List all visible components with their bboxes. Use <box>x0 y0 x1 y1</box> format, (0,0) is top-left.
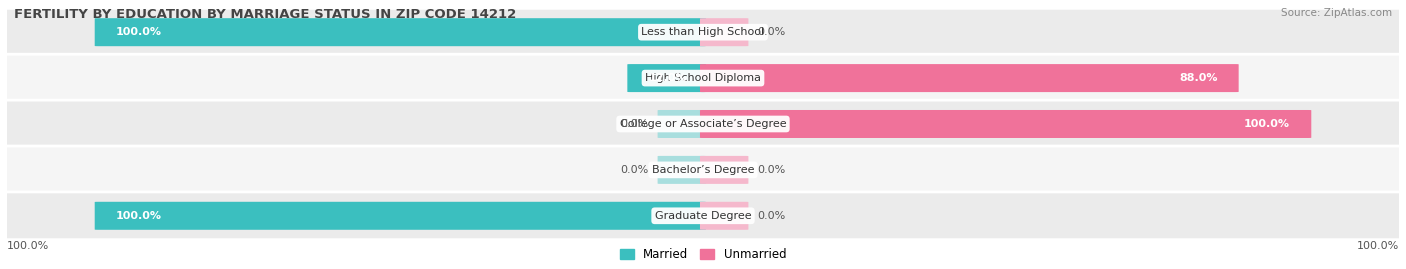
FancyBboxPatch shape <box>700 110 1312 138</box>
Text: High School Diploma: High School Diploma <box>645 73 761 83</box>
FancyBboxPatch shape <box>700 156 748 184</box>
Text: 0.0%: 0.0% <box>758 165 786 175</box>
Text: 12.0%: 12.0% <box>648 73 688 83</box>
Text: Source: ZipAtlas.com: Source: ZipAtlas.com <box>1281 8 1392 18</box>
Text: Graduate Degree: Graduate Degree <box>655 211 751 221</box>
Legend: Married, Unmarried: Married, Unmarried <box>614 243 792 266</box>
Text: 100.0%: 100.0% <box>1244 119 1291 129</box>
Text: 100.0%: 100.0% <box>1357 241 1399 251</box>
FancyBboxPatch shape <box>0 100 1406 148</box>
Text: 0.0%: 0.0% <box>620 119 648 129</box>
FancyBboxPatch shape <box>0 146 1406 194</box>
Text: FERTILITY BY EDUCATION BY MARRIAGE STATUS IN ZIP CODE 14212: FERTILITY BY EDUCATION BY MARRIAGE STATU… <box>14 8 516 21</box>
FancyBboxPatch shape <box>700 18 748 46</box>
Text: 88.0%: 88.0% <box>1180 73 1218 83</box>
FancyBboxPatch shape <box>0 192 1406 240</box>
Text: 0.0%: 0.0% <box>758 27 786 37</box>
Text: Less than High School: Less than High School <box>641 27 765 37</box>
FancyBboxPatch shape <box>0 8 1406 56</box>
Text: Bachelor’s Degree: Bachelor’s Degree <box>652 165 754 175</box>
Text: 0.0%: 0.0% <box>620 165 648 175</box>
Text: College or Associate’s Degree: College or Associate’s Degree <box>620 119 786 129</box>
FancyBboxPatch shape <box>627 64 706 92</box>
Text: 100.0%: 100.0% <box>115 211 162 221</box>
FancyBboxPatch shape <box>0 54 1406 102</box>
FancyBboxPatch shape <box>700 202 748 230</box>
FancyBboxPatch shape <box>658 156 706 184</box>
Text: 100.0%: 100.0% <box>115 27 162 37</box>
FancyBboxPatch shape <box>700 64 1239 92</box>
FancyBboxPatch shape <box>94 202 706 230</box>
Text: 100.0%: 100.0% <box>7 241 49 251</box>
Text: 0.0%: 0.0% <box>758 211 786 221</box>
FancyBboxPatch shape <box>94 18 706 46</box>
FancyBboxPatch shape <box>658 110 706 138</box>
